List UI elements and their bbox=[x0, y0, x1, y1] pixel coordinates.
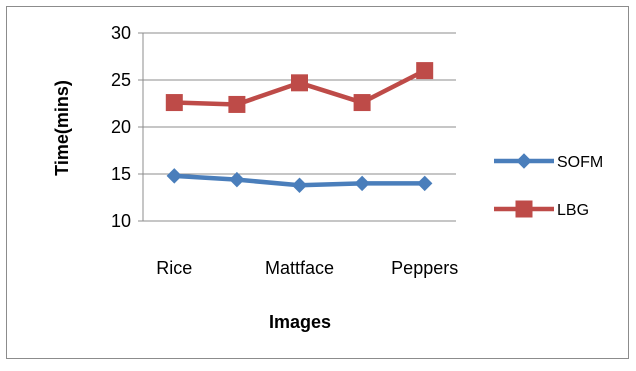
x-tick-label: Rice bbox=[156, 258, 192, 278]
x-axis-title: Images bbox=[269, 312, 331, 332]
data-point-marker bbox=[354, 95, 370, 111]
y-tick-label: 30 bbox=[111, 23, 131, 43]
x-tick-label: Mattface bbox=[265, 258, 334, 278]
x-tick-label: Peppers bbox=[391, 258, 458, 278]
y-tick-label: 20 bbox=[111, 117, 131, 137]
data-point-marker bbox=[516, 201, 532, 217]
y-tick-label: 15 bbox=[111, 164, 131, 184]
data-point-marker bbox=[417, 63, 433, 79]
y-tick-label: 10 bbox=[111, 211, 131, 231]
legend-label-sofm: SOFM bbox=[557, 154, 603, 171]
data-point-marker bbox=[166, 95, 182, 111]
legend-label-lbg: LBG bbox=[557, 202, 589, 219]
data-point-marker bbox=[229, 96, 245, 112]
data-point-marker bbox=[292, 75, 308, 91]
y-axis-title: Time(mins) bbox=[52, 80, 72, 176]
y-tick-label: 25 bbox=[111, 70, 131, 90]
